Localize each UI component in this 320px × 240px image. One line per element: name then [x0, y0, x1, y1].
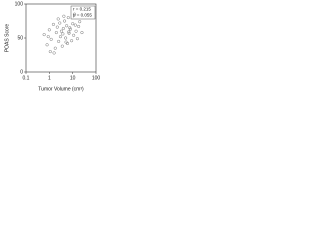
chart: POAS Score Tumor Volume (cm³) r = 0.215 …	[4, 1, 100, 92]
point	[64, 36, 68, 40]
point	[47, 28, 51, 32]
x-axis-label: Tumor Volume (cm³)	[38, 86, 84, 92]
point	[78, 20, 82, 24]
legend-box	[70, 5, 96, 20]
point	[72, 33, 76, 37]
x-tick-label: 10	[70, 75, 76, 81]
point	[58, 21, 62, 25]
point	[57, 39, 61, 43]
point	[70, 39, 74, 43]
point	[73, 23, 77, 27]
point	[68, 26, 72, 30]
point	[63, 19, 67, 23]
point	[53, 46, 57, 50]
y-tick-label: 50	[17, 35, 23, 41]
point	[42, 33, 46, 37]
point	[46, 35, 50, 39]
point	[45, 43, 49, 47]
point	[61, 32, 65, 36]
point	[77, 24, 81, 28]
y-tick-label: 100	[15, 1, 24, 7]
x-tick-label: 100	[92, 75, 100, 81]
point	[49, 37, 53, 41]
point	[67, 31, 71, 35]
point	[59, 29, 63, 33]
point	[60, 44, 64, 48]
point	[72, 12, 77, 16]
point	[51, 22, 55, 26]
point	[56, 17, 60, 21]
point	[61, 26, 65, 31]
page: POAS Score Tumor Volume (cm³) r = 0.215 …	[0, 0, 320, 95]
legend-text: p = 0.055	[73, 13, 92, 18]
point	[48, 50, 52, 54]
point	[58, 35, 63, 39]
point	[74, 29, 78, 33]
point	[75, 37, 79, 41]
y-axis-label: POAS Score	[4, 24, 10, 53]
point	[62, 14, 66, 18]
point	[65, 24, 69, 28]
point	[55, 25, 59, 29]
y-tick-label: 0	[20, 69, 23, 75]
legend-text: r = 0.215	[73, 7, 91, 12]
point	[67, 30, 71, 34]
point	[64, 40, 68, 44]
point	[54, 31, 58, 35]
x-tick-label: 1	[48, 75, 51, 81]
point	[66, 16, 70, 20]
point	[80, 31, 84, 35]
point	[71, 22, 75, 26]
point	[52, 51, 56, 55]
x-tick-label: 0.1	[23, 75, 30, 81]
